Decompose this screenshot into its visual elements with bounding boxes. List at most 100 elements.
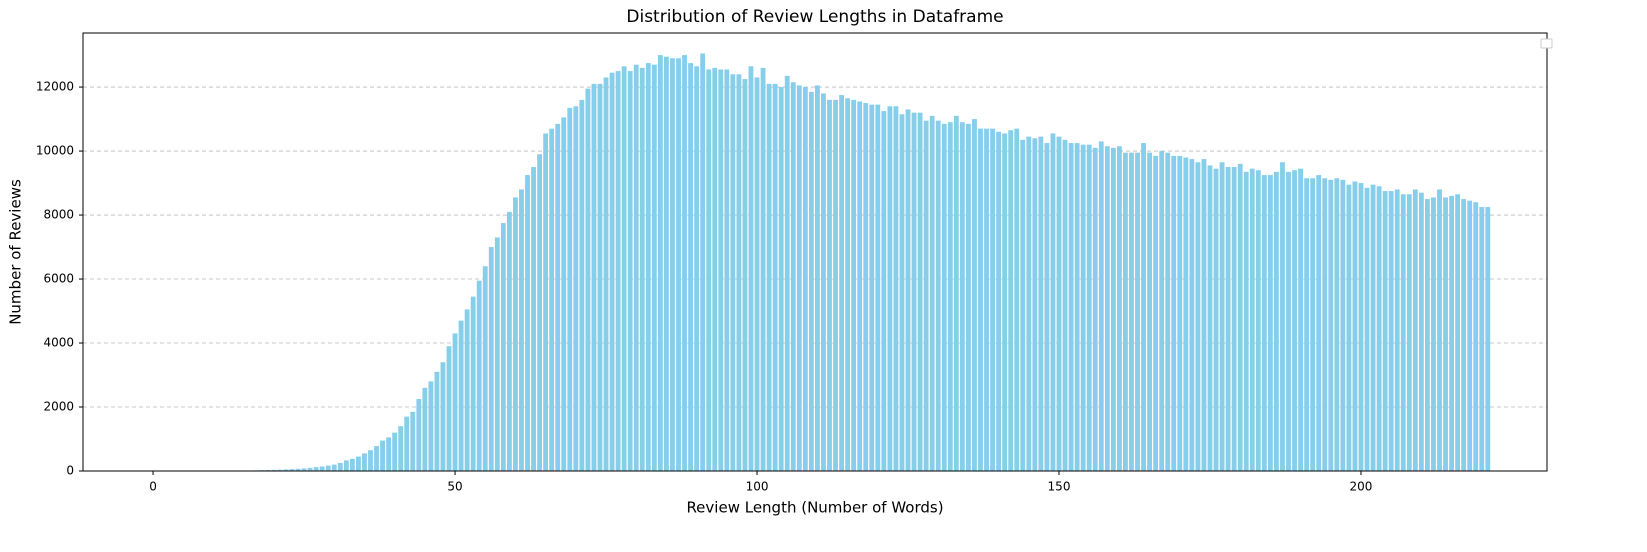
bar xyxy=(271,469,277,471)
bar xyxy=(488,247,494,471)
bar xyxy=(1364,187,1370,471)
bar xyxy=(1388,191,1394,471)
bar xyxy=(676,58,681,471)
bar xyxy=(573,106,579,472)
bar xyxy=(754,77,760,472)
bar xyxy=(506,211,512,471)
bar xyxy=(1177,155,1183,472)
bar xyxy=(1183,157,1189,471)
bar xyxy=(700,53,706,472)
bar xyxy=(1231,167,1237,471)
bar xyxy=(899,114,905,471)
bar xyxy=(670,58,675,471)
bar xyxy=(1213,168,1219,472)
bar xyxy=(1455,194,1461,471)
bar xyxy=(1473,202,1479,471)
bar xyxy=(470,296,476,471)
bar xyxy=(1412,189,1418,472)
bar xyxy=(694,66,700,471)
bar xyxy=(1159,151,1165,471)
bar xyxy=(476,280,482,471)
bar xyxy=(827,99,832,471)
bar xyxy=(585,88,591,471)
bar xyxy=(1092,147,1098,472)
bar xyxy=(1207,165,1213,471)
bar xyxy=(543,133,549,471)
bar xyxy=(277,469,283,471)
bar xyxy=(1255,170,1261,471)
bar xyxy=(1352,181,1358,471)
bar xyxy=(875,104,881,472)
bar xyxy=(1346,184,1352,472)
bar xyxy=(398,426,404,471)
bar xyxy=(1032,138,1038,471)
bar xyxy=(1141,143,1146,472)
bar xyxy=(331,464,337,471)
bar xyxy=(688,63,693,471)
bar xyxy=(1002,133,1008,471)
bar xyxy=(1443,197,1448,472)
bar xyxy=(1485,207,1491,471)
bar xyxy=(362,453,367,471)
bar xyxy=(1292,170,1297,471)
bar xyxy=(1280,162,1285,471)
bar xyxy=(1008,130,1014,471)
bar xyxy=(1080,144,1086,471)
bar xyxy=(537,154,543,471)
bar xyxy=(1074,143,1080,472)
bar xyxy=(1110,147,1116,472)
bar xyxy=(307,467,313,471)
plot-area: 0 2000 4000 6000 8000 10000 12000 0 50 100 150 200 xyxy=(36,53,1547,494)
bar xyxy=(597,83,603,471)
bar xyxy=(410,411,416,471)
bar xyxy=(1116,146,1122,471)
bar xyxy=(368,450,373,471)
bar xyxy=(567,107,573,471)
bar xyxy=(1044,143,1050,472)
bar xyxy=(591,83,597,471)
bar xyxy=(887,106,893,472)
bar xyxy=(519,189,524,472)
bar xyxy=(1050,133,1056,471)
bar xyxy=(603,77,609,472)
bar xyxy=(923,120,929,471)
bar xyxy=(1219,162,1225,471)
bar xyxy=(1467,200,1473,471)
y-tick-label: 10000 xyxy=(36,144,74,158)
bar xyxy=(802,87,808,471)
bar xyxy=(1274,171,1279,471)
bar xyxy=(1243,171,1249,471)
bar xyxy=(525,175,530,471)
bar xyxy=(633,64,639,471)
bar xyxy=(1165,152,1171,471)
bar xyxy=(905,109,911,471)
legend-box xyxy=(1540,38,1553,49)
x-tick-label: 200 xyxy=(1350,480,1373,494)
bar xyxy=(990,128,995,471)
bar xyxy=(1376,186,1382,471)
bar xyxy=(494,237,500,471)
bar xyxy=(851,99,857,471)
bar xyxy=(615,71,621,471)
bar xyxy=(579,99,585,471)
bar xyxy=(651,64,657,471)
bar xyxy=(1171,155,1177,472)
x-tick-label: 0 xyxy=(149,480,157,494)
bar xyxy=(1322,178,1328,471)
bar xyxy=(446,346,452,471)
bar xyxy=(1328,179,1334,471)
bar xyxy=(1014,128,1020,471)
y-tick-label: 12000 xyxy=(36,80,74,94)
bar xyxy=(386,437,392,471)
axes-frame xyxy=(82,32,1548,472)
bar xyxy=(808,91,814,471)
bar xyxy=(513,197,518,472)
bar xyxy=(428,381,434,471)
bar xyxy=(772,83,778,471)
y-tick-label: 6000 xyxy=(43,272,74,286)
bar xyxy=(325,465,331,471)
bar xyxy=(881,111,887,472)
bar xyxy=(1129,152,1134,471)
bar xyxy=(1334,178,1340,471)
